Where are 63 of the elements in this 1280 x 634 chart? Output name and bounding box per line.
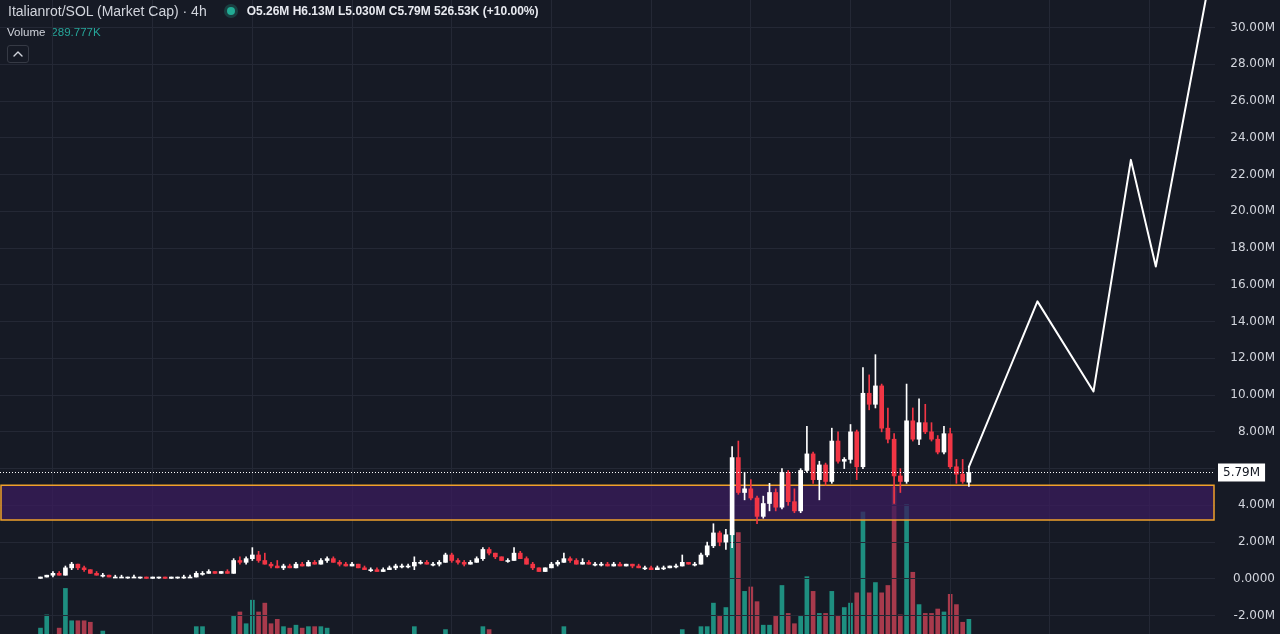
bar: [879, 592, 884, 634]
bar: [486, 629, 492, 634]
bar: [829, 591, 835, 634]
bar: [717, 616, 722, 634]
bar: [823, 613, 828, 634]
candlestick: [667, 565, 673, 569]
candlestick: [212, 571, 218, 574]
y-tick-label: 2.00M: [1237, 534, 1275, 549]
candlestick: [355, 563, 361, 569]
y-tick-label: 20.00M: [1230, 203, 1275, 218]
bar: [299, 627, 305, 634]
bar: [443, 629, 448, 634]
chart-title: Volume: [7, 26, 46, 38]
y-tick-label: 30.00M: [1230, 19, 1275, 34]
y-tick-label: 0.0000: [1233, 570, 1275, 585]
y-tick-label: 28.00M: [1230, 56, 1275, 71]
candlestick: [162, 576, 168, 579]
candlestick: [536, 567, 542, 572]
y-tick-label: 26.00M: [1230, 93, 1275, 108]
candlestick: [156, 576, 162, 579]
bar: [773, 616, 779, 634]
bar: [274, 618, 280, 634]
candlestick: [137, 576, 143, 579]
candlestick: [542, 567, 548, 572]
bar: [231, 616, 236, 634]
y-tick-label: 14.00M: [1230, 313, 1275, 328]
bar: [742, 591, 747, 634]
bar: [56, 627, 62, 634]
chart-subtitle: 289.777K: [51, 26, 101, 38]
bar: [873, 582, 878, 634]
bar: [412, 626, 417, 634]
bar: [898, 614, 903, 634]
y-tick-label: 12.00M: [1230, 350, 1275, 365]
candlestick: [44, 574, 50, 578]
chart-subtitle: O5.26M H6.13M L5.030M C5.79M 526.53K (+10.00%): [246, 4, 539, 18]
bar: [268, 623, 274, 634]
bar: [798, 616, 803, 634]
bar: [243, 623, 249, 634]
y-tick-label: 16.00M: [1230, 276, 1275, 291]
bar: [866, 592, 872, 634]
bar: [100, 630, 106, 634]
bar: [679, 629, 685, 634]
bar: [854, 592, 860, 634]
bar: [910, 571, 916, 634]
bar: [312, 626, 317, 634]
y-tick-label: -2.00M: [1233, 607, 1275, 622]
y-tick-label: 24.00M: [1230, 129, 1275, 144]
candlestick: [106, 574, 112, 578]
candlestick: [218, 571, 224, 574]
y-tick-label: 8.00M: [1237, 423, 1275, 438]
bar: [281, 626, 286, 634]
chart-title: Italianrot/SOL (Market Cap) · 4h: [8, 3, 207, 19]
candlestick: [623, 563, 629, 567]
ref-line-label: 5.79M: [1223, 465, 1261, 480]
y-tick-label: 10.00M: [1230, 387, 1275, 402]
y-tick-label: 18.00M: [1230, 240, 1275, 255]
bar: [287, 627, 293, 634]
bar: [88, 621, 93, 634]
y-tick-label: 4.00M: [1237, 497, 1275, 512]
bar: [306, 626, 311, 634]
bar: [736, 532, 741, 634]
bar: [817, 613, 822, 634]
y-tick-label: 22.00M: [1230, 166, 1275, 181]
